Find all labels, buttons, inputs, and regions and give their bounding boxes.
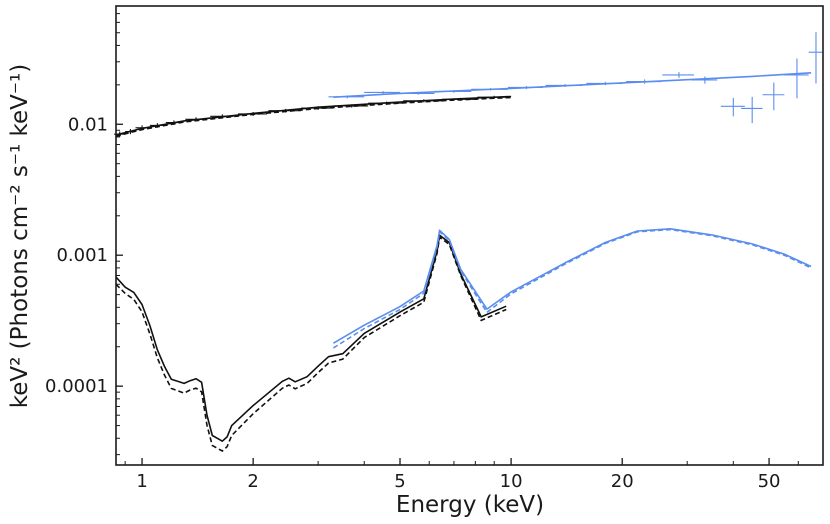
hard-spectrum-point-4 xyxy=(471,88,508,91)
soft-spectrum-point-8 xyxy=(268,108,302,113)
soft-spectrum-point-9 xyxy=(301,106,334,110)
soft-component-model-line xyxy=(115,234,507,443)
soft-spectrum-point-7 xyxy=(238,112,267,116)
hard-spectrum-point-0 xyxy=(328,95,365,99)
soft-spectrum-point-4 xyxy=(165,120,182,125)
hard-component-model-line xyxy=(332,228,812,344)
x-tick-label-5: 50 xyxy=(758,471,781,492)
soft-spectrum-point-1 xyxy=(125,129,136,135)
hard-spectrum-point-3 xyxy=(434,90,472,93)
x-tick-label-2: 5 xyxy=(394,471,405,492)
x-tick-label-0: 1 xyxy=(136,471,147,492)
series-layer xyxy=(115,72,812,452)
x-tick-label-3: 10 xyxy=(500,471,523,492)
soft-spectrum-point-6 xyxy=(210,114,234,119)
y-axis-label: keV² (Photons cm⁻² s⁻¹ keV⁻¹) xyxy=(7,64,33,408)
soft-spectrum-point-12 xyxy=(403,99,443,103)
x-tick-label-1: 2 xyxy=(247,471,258,492)
x-axis-label: Energy (keV) xyxy=(396,492,544,518)
x-tick-label-4: 20 xyxy=(611,471,634,492)
soft-spectrum-point-5 xyxy=(185,117,206,122)
soft-total-model-line xyxy=(115,95,512,136)
soft-spectrum-point-11 xyxy=(368,101,404,105)
soft-spectrum-point-14 xyxy=(477,95,510,99)
hard-spectrum-point-14 xyxy=(784,58,809,99)
y-tick-label-2: 0.0001 xyxy=(45,376,108,397)
hard-spectrum-point-5 xyxy=(507,85,543,89)
soft-spectrum-point-10 xyxy=(333,104,369,108)
hard-spectrum-point-13 xyxy=(762,82,785,111)
plot-frame xyxy=(115,5,824,466)
y-tick-label-1: 0.001 xyxy=(56,245,108,266)
soft-component-model-alt-line xyxy=(115,236,507,452)
soft-spectrum-point-2 xyxy=(135,125,149,131)
hard-component-model-alt-line xyxy=(332,228,812,349)
data-points-layer xyxy=(114,32,823,137)
hard-spectrum-point-6 xyxy=(545,83,583,87)
soft-spectrum-point-3 xyxy=(149,123,165,128)
soft-spectrum-point-13 xyxy=(442,97,478,101)
hard-spectrum-point-10 xyxy=(691,76,718,84)
hard-spectrum-point-2 xyxy=(400,92,435,95)
hard-spectrum-point-8 xyxy=(626,79,662,84)
hard-spectrum-point-1 xyxy=(364,91,401,94)
soft-total-model-alt-line xyxy=(115,96,512,137)
tick-labels-layer: 1 2 5 10 20 50 0.01 0.001 0.0001 xyxy=(45,114,781,492)
hard-spectrum-point-11 xyxy=(720,97,745,117)
hard-spectrum-point-7 xyxy=(586,81,623,86)
ticks-layer xyxy=(116,5,824,465)
hard-spectrum-point-12 xyxy=(741,96,763,124)
hard-spectrum-point-15 xyxy=(808,32,823,84)
y-tick-label-0: 0.01 xyxy=(68,114,108,135)
hard-spectrum-point-9 xyxy=(662,72,694,78)
